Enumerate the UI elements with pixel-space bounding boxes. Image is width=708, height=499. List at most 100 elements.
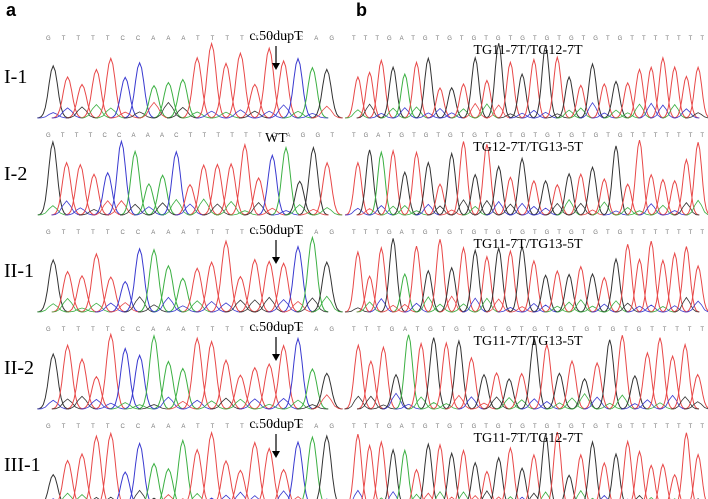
trace-peak bbox=[181, 336, 214, 410]
trace-noise bbox=[151, 497, 157, 499]
trace-noise bbox=[94, 302, 127, 313]
trace-peak bbox=[166, 78, 199, 119]
trace-noise bbox=[163, 494, 174, 499]
trace-noise bbox=[485, 104, 512, 119]
trace-peak bbox=[438, 86, 465, 119]
annotation: c.50dupT bbox=[249, 223, 303, 238]
trace-peak bbox=[201, 430, 222, 499]
trace-noise bbox=[210, 302, 242, 313]
trace-peak bbox=[591, 276, 618, 313]
trace-peak bbox=[380, 148, 407, 216]
trace-peak bbox=[202, 163, 233, 216]
trace-peak bbox=[415, 56, 442, 119]
trace-noise bbox=[37, 112, 70, 119]
trace-peak bbox=[210, 239, 242, 313]
trace-noise bbox=[80, 398, 113, 410]
trace-noise bbox=[471, 495, 479, 499]
trace-peak bbox=[159, 467, 178, 499]
trace-peak bbox=[216, 459, 236, 499]
trace-peak bbox=[614, 244, 641, 313]
trace-peak bbox=[344, 75, 371, 119]
trace-noise bbox=[209, 497, 214, 499]
trace-noise bbox=[356, 395, 385, 410]
trace-noise bbox=[579, 101, 606, 119]
trace-noise bbox=[93, 496, 100, 499]
trace-peak bbox=[450, 141, 477, 216]
trace-noise bbox=[685, 300, 708, 313]
trace-peak bbox=[288, 440, 308, 499]
trace-noise bbox=[673, 108, 700, 119]
trace-noise bbox=[296, 297, 329, 313]
trace-noise bbox=[152, 396, 185, 410]
trace-noise bbox=[138, 304, 170, 313]
trace-peak bbox=[224, 51, 257, 119]
trace-peak bbox=[485, 246, 512, 313]
trace-noise bbox=[590, 497, 595, 499]
trace-noise bbox=[427, 107, 453, 119]
trace-noise bbox=[78, 208, 110, 216]
trace-noise bbox=[310, 295, 343, 313]
trace-peak bbox=[37, 64, 70, 119]
trace-noise bbox=[210, 111, 242, 119]
arrow-head bbox=[272, 354, 280, 361]
trace-peak bbox=[356, 70, 383, 119]
trace-peak bbox=[619, 439, 636, 499]
sequence: GTTTCCAAACTTTTTTCAGGT bbox=[46, 133, 334, 139]
trace-noise bbox=[579, 305, 606, 313]
arrow-head bbox=[272, 451, 280, 458]
trace-peak bbox=[86, 434, 107, 499]
trace-peak bbox=[66, 274, 98, 313]
trace-noise bbox=[380, 107, 407, 119]
annotation: TG11-7T/TG12-7T bbox=[473, 431, 583, 446]
trace-peak bbox=[683, 373, 708, 410]
trace-peak bbox=[166, 367, 199, 410]
trace-peak bbox=[296, 66, 329, 119]
trace-noise bbox=[661, 103, 688, 119]
trace-peak bbox=[310, 68, 343, 119]
trace-noise bbox=[109, 402, 142, 410]
trace-noise bbox=[133, 206, 164, 216]
trace-peak bbox=[253, 362, 286, 410]
trace-noise bbox=[435, 490, 445, 499]
trace-noise bbox=[482, 396, 511, 410]
trace-noise bbox=[438, 112, 465, 119]
trace-peak bbox=[58, 459, 77, 499]
trace-peak bbox=[532, 179, 559, 216]
trace-noise bbox=[344, 395, 373, 410]
trace-peak bbox=[591, 82, 618, 119]
trace-peak bbox=[485, 43, 512, 119]
trace-peak bbox=[310, 260, 343, 313]
trace-peak bbox=[356, 275, 383, 313]
trace-peak bbox=[267, 343, 300, 410]
trace-noise bbox=[415, 296, 442, 313]
trace-peak bbox=[667, 473, 682, 499]
trace-peak bbox=[253, 46, 286, 119]
trace-peak bbox=[514, 466, 530, 499]
trace-noise bbox=[407, 396, 436, 410]
trace-peak bbox=[545, 372, 574, 410]
trace-noise bbox=[391, 107, 418, 119]
trace-peak bbox=[403, 245, 430, 313]
trace-peak bbox=[415, 160, 442, 216]
trace-noise bbox=[450, 303, 477, 313]
trace-peak bbox=[259, 447, 279, 499]
trace-noise bbox=[591, 201, 618, 216]
trace-noise bbox=[51, 200, 82, 216]
trace-noise bbox=[520, 109, 547, 119]
trace-peak bbox=[548, 431, 566, 499]
trace-peak bbox=[312, 161, 343, 216]
trace-peak bbox=[685, 65, 708, 119]
trace-peak bbox=[633, 351, 662, 410]
trace-peak bbox=[65, 163, 96, 216]
trace-peak bbox=[455, 448, 472, 499]
trace-peak bbox=[509, 246, 536, 313]
annotation: c.50dupT bbox=[249, 320, 303, 335]
trace-noise bbox=[603, 109, 629, 119]
trace-peak bbox=[129, 441, 150, 499]
trace-noise bbox=[608, 394, 637, 410]
trace-peak bbox=[544, 183, 571, 216]
trace-peak bbox=[556, 75, 583, 119]
trace-noise bbox=[638, 304, 665, 313]
trace-noise bbox=[138, 404, 170, 410]
trace-noise bbox=[603, 300, 629, 313]
